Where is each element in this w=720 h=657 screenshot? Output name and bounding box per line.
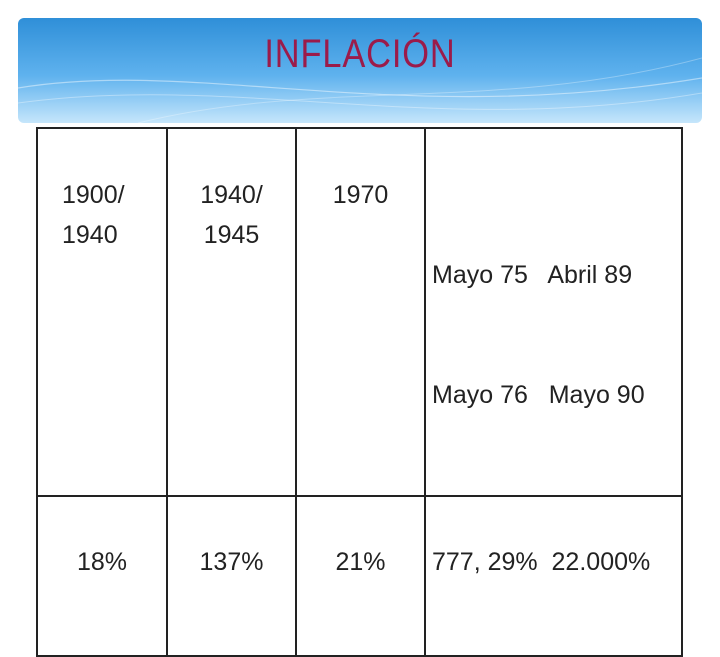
page-title: INFLACIÓN — [264, 32, 456, 76]
period-line: 1940/ — [200, 181, 263, 209]
period-line: 1940 — [62, 221, 118, 249]
banner-wave-decoration — [18, 57, 702, 123]
value-cell: 18% — [36, 495, 168, 657]
period-line: Mayo 75 Abril 89 — [432, 261, 633, 289]
inflation-value: 777, 29% 22.000% — [432, 548, 651, 576]
value-cell: 21% — [295, 495, 426, 657]
period-line: 1945 — [203, 221, 260, 249]
table-row-periods: 1900/ 1940 1940/ 1945 1970 Mayo 75 Abril… — [36, 127, 683, 497]
period-cell: 1970 — [295, 127, 426, 497]
value-cell: 137% — [166, 495, 297, 657]
inflation-value: 137% — [199, 548, 264, 576]
value-cell: 777, 29% 22.000% — [424, 495, 683, 657]
period-line: 1900/ — [62, 181, 125, 209]
period-line: Mayo 76 Mayo 90 — [432, 381, 645, 409]
inflation-value: 21% — [335, 548, 386, 576]
period-cell: 1900/ 1940 — [36, 127, 168, 497]
inflation-value: 18% — [76, 548, 128, 576]
period-cell: 1940/ 1945 — [166, 127, 297, 497]
period-line: 1970 — [332, 181, 389, 209]
period-cell: Mayo 75 Abril 89 Mayo 76 Mayo 90 — [424, 127, 683, 497]
inflation-table: 1900/ 1940 1940/ 1945 1970 Mayo 75 Abril… — [36, 127, 683, 657]
table-row-values: 18% 137% 21% 777, 29% 22.000% — [36, 495, 683, 657]
title-banner — [18, 18, 702, 123]
